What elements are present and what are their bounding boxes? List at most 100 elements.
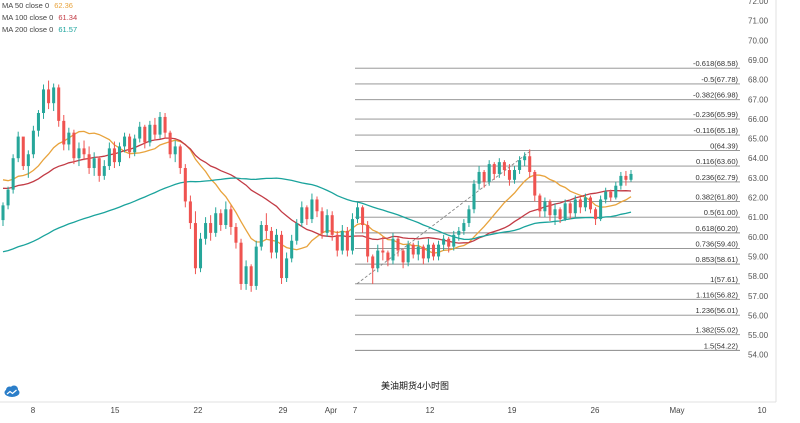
candle-body (107, 148, 111, 167)
candle-body (163, 116, 167, 133)
tradingview-logo-icon[interactable] (3, 384, 21, 398)
legend-ma200-label: MA 200 close 0 (2, 25, 54, 34)
y-tick-label: 59.00 (748, 252, 769, 261)
candle-up (198, 232, 203, 273)
candle-up (204, 217, 208, 245)
candle-body (16, 136, 20, 159)
candle-body (543, 201, 547, 212)
fib-level-label: 0.853(58.61) (695, 255, 738, 264)
candle-body (310, 199, 314, 220)
candle-body (401, 250, 405, 263)
candle-down (168, 130, 172, 159)
candle-up (102, 160, 106, 180)
candle-body (31, 130, 35, 155)
candle-body (406, 244, 410, 263)
candle-up (41, 84, 46, 119)
candle-body (6, 189, 10, 206)
candle-down (594, 207, 598, 226)
candle-down (21, 136, 25, 170)
candle-up (462, 219, 466, 235)
candle-body (533, 171, 537, 196)
candle-down (366, 221, 370, 263)
candle-body (133, 138, 137, 153)
y-tick-label: 57.00 (748, 292, 769, 301)
candle-body (128, 136, 132, 153)
candle-body (502, 162, 506, 170)
candle-up (6, 186, 10, 210)
legend-ma50[interactable]: MA 50 close 0 62.36 (2, 0, 77, 12)
candle-body (366, 225, 370, 257)
candle-up (52, 83, 56, 112)
candle-up (376, 244, 380, 273)
candle-body (123, 136, 127, 147)
candle-body (350, 219, 354, 251)
candle-down (335, 230, 339, 257)
candle-body (274, 234, 279, 253)
candle-body (234, 226, 238, 243)
fib-level-label: 1.236(56.01) (695, 306, 738, 315)
candle-body (396, 238, 400, 251)
candle-down (548, 199, 552, 222)
candle-up (477, 166, 481, 190)
candle-up (295, 219, 299, 245)
candle-body (330, 215, 334, 235)
candle-down (229, 205, 233, 235)
candle-body (568, 203, 572, 214)
candle-up (158, 112, 162, 139)
candle-body (355, 207, 360, 220)
candle-up (31, 125, 35, 159)
candle-down (234, 223, 238, 249)
candle-body (198, 238, 203, 269)
candle-body (426, 244, 430, 259)
candle-down (371, 254, 375, 284)
candle-up (340, 225, 344, 255)
candle-body (599, 199, 603, 220)
trend-line-layer (356, 150, 532, 285)
candle-body (269, 230, 273, 253)
candle-body (482, 171, 486, 182)
candle-body (138, 126, 142, 139)
candle-body (467, 209, 471, 224)
candle-up (442, 234, 446, 251)
candle-down (507, 164, 511, 186)
candle-body (345, 230, 349, 251)
candle-body (558, 209, 562, 220)
legend-ma200[interactable]: MA 200 close 0 61.57 (2, 24, 77, 36)
candle-down (82, 140, 86, 161)
candle-up (614, 181, 618, 200)
y-tick-label: 62.00 (748, 194, 769, 203)
candle-up (300, 201, 304, 227)
candle-up (224, 201, 228, 229)
candle-body (214, 213, 218, 233)
candle-body (36, 113, 40, 131)
candle-body (57, 87, 61, 121)
candle-body (548, 201, 552, 216)
candle-body (583, 197, 587, 208)
candle-body (315, 199, 319, 212)
x-tick-label: 8 (31, 406, 36, 415)
candle-up (214, 207, 218, 237)
candle-body (26, 154, 30, 167)
x-tick-label: May (669, 406, 684, 415)
candle-body (92, 158, 96, 169)
candle-down (97, 156, 101, 182)
legend-ma50-value: 62.36 (54, 1, 73, 10)
candle-down (624, 170, 628, 186)
candle-down (381, 236, 385, 261)
candle-down (72, 129, 76, 165)
candle-up (123, 132, 127, 153)
candle-down (558, 207, 562, 224)
candle-up (325, 209, 329, 237)
candle-down (163, 113, 167, 139)
candle-down (178, 144, 182, 174)
y-tick-label: 56.00 (748, 311, 769, 320)
candle-up (285, 252, 289, 282)
candle-up (310, 193, 314, 224)
candle-body (507, 169, 511, 180)
candle-body (477, 171, 481, 184)
candle-body (264, 225, 268, 231)
candle-up (254, 240, 258, 290)
legend-ma100[interactable]: MA 100 close 0 61.34 (2, 12, 77, 24)
candle-body (442, 238, 446, 245)
